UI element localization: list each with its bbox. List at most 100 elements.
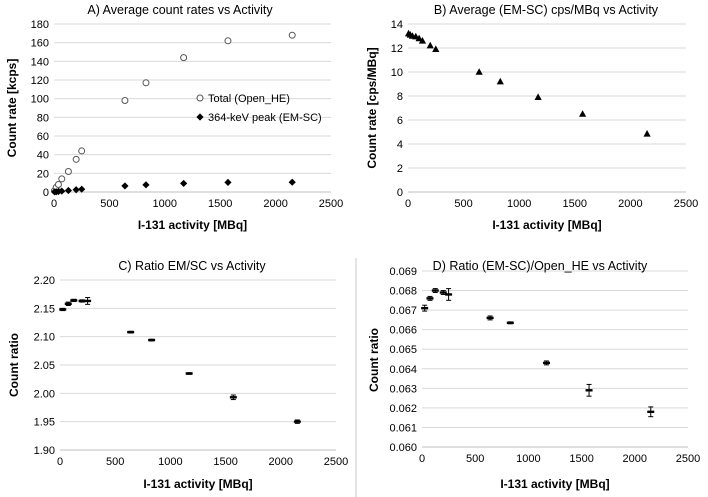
chart-d-ytick-label: 0.069: [389, 266, 417, 278]
chart-d-xlabel: I-131 activity [MBq]: [500, 477, 609, 491]
chart-b-xtick-label: 2000: [618, 198, 642, 210]
chart-panel-c: 1.90 1.95 2.00 2.05 2.10 2.15 2.20 0 500 1000 1500…: [7, 259, 348, 491]
chart-c-xtick-label: 1500: [213, 456, 237, 468]
chart-b-ytick-label: 6: [397, 115, 403, 127]
chart-a-series2-point: [78, 185, 86, 193]
chart-c-xtick-label: 2500: [324, 456, 348, 468]
chart-a-xtick-label: 500: [100, 198, 118, 210]
chart-b-xlabel: I-131 activity [MBq]: [492, 218, 601, 232]
chart-b-xtick-label: 1500: [563, 198, 587, 210]
chart-c-ytick-label: 2.10: [34, 332, 55, 344]
chart-a-series2-point: [58, 187, 66, 195]
chart-d-ytick-label: 0.061: [389, 422, 417, 434]
chart-a-series2-point: [288, 178, 296, 186]
chart-a-series1-point: [72, 155, 80, 163]
chart-a-series1-point: [288, 31, 296, 39]
chart-panel-a: 0 20 40 60 80 100 120 140 160 180 0 500 1000 1500 2000…: [5, 3, 343, 232]
chart-a-series2-point: [180, 179, 188, 188]
chart-d-xtick-label: 0: [419, 453, 425, 465]
chart-a-ylabel: Count rate [kcps]: [5, 59, 19, 158]
chart-b-ytick-label: 2: [397, 163, 403, 175]
chart-a-ytick-label: 100: [31, 94, 49, 106]
chart-a-series1-point: [121, 97, 129, 105]
chart-b-xtick-label: 1000: [507, 198, 531, 210]
chart-a-xtick-label: 1500: [208, 198, 232, 210]
chart-a-legend-marker: [196, 94, 204, 102]
chart-a-series1-point: [224, 37, 232, 45]
chart-a-ytick-label: 0: [43, 187, 49, 199]
chart-c-ytick-label: 2.00: [34, 388, 55, 400]
chart-a-ytick-label: 20: [37, 168, 49, 180]
chart-a-xtick-label: 0: [51, 198, 57, 210]
chart-b-xtick-label: 0: [405, 198, 411, 210]
chart-d-title: D) Ratio (EM-SC)/Open_HE vs Activity: [433, 259, 648, 273]
chart-b-series1-point: [578, 110, 587, 117]
chart-a-series2-point: [54, 187, 63, 196]
chart-b-ytick-label: 10: [391, 67, 403, 79]
chart-d-xtick-label: 2500: [676, 453, 700, 465]
chart-panel-b: 0 2 4 6 8 10 12 14 0 500 1000 1500 2000 2500 B) Averag…: [365, 3, 698, 232]
chart-b-series1-point: [418, 37, 427, 44]
chart-c-xtick-label: 2000: [269, 456, 293, 468]
chart-a-legend-marker: [196, 113, 204, 121]
chart-a-ytick-label: 120: [31, 75, 49, 87]
chart-d-ytick-label: 0.064: [389, 364, 417, 376]
chart-d-ytick-label: 0.062: [389, 403, 417, 415]
chart-a-series1-point: [58, 175, 66, 183]
chart-a-series2-point: [64, 186, 73, 195]
chart-b-ytick-label: 12: [391, 43, 403, 55]
chart-b-title: B) Average (EM-SC) cps/MBq vs Activity: [434, 3, 659, 17]
chart-b-ytick-label: 14: [391, 19, 403, 31]
chart-c-xtick-label: 1000: [158, 456, 182, 468]
chart-c-xtick-label: 500: [106, 456, 124, 468]
chart-a-xtick-label: 2500: [319, 198, 343, 210]
chart-c-ytick-label: 2.20: [34, 275, 55, 287]
chart-a-ytick-label: 140: [31, 56, 49, 68]
chart-a-legend: Total (Open_HE) 364-keV peak (EM-SC): [196, 93, 322, 124]
chart-a-xlabel: I-131 activity [MBq]: [138, 218, 247, 232]
chart-a-series2-point: [142, 181, 150, 189]
chart-a-series2-point: [72, 186, 80, 194]
chart-panel-d: 0.060 0.061 0.062 0.063 0.064 0.065 0.066 0.067…: [367, 259, 700, 491]
chart-b-xtick-label: 500: [454, 198, 472, 210]
chart-b-series1-point: [426, 41, 434, 49]
chart-d-ytick-label: 0.068: [389, 286, 417, 298]
chart-d-xtick-label: 2000: [623, 453, 647, 465]
chart-b-xtick-label: 2500: [674, 198, 698, 210]
chart-a-series1-point: [78, 147, 86, 155]
chart-a-series1-point: [180, 54, 188, 62]
chart-c-ytick-label: 1.95: [34, 417, 55, 429]
chart-c-xlabel: I-131 activity [MBq]: [143, 477, 252, 491]
chart-d-ytick-label: 0.060: [389, 442, 417, 454]
chart-d-xtick-label: 1500: [569, 453, 593, 465]
chart-c-ytick-label: 2.05: [34, 360, 55, 372]
chart-a-series2-point: [121, 182, 129, 190]
chart-a-ytick-label: 80: [37, 112, 49, 124]
chart-b-ytick-label: 4: [397, 139, 403, 151]
chart-a-ytick-label: 60: [37, 131, 49, 143]
chart-a-xtick-label: 2000: [263, 198, 287, 210]
chart-d-ylabel: Count ratio: [367, 328, 381, 392]
chart-a-xtick-label: 1000: [153, 198, 177, 210]
chart-c-ylabel: Count ratio: [7, 333, 21, 397]
chart-b-ytick-label: 0: [397, 187, 403, 199]
chart-c-ytick-label: 1.90: [34, 445, 55, 457]
chart-a-ytick-label: 40: [37, 150, 49, 162]
chart-c-ytick-label: 2.15: [34, 303, 55, 315]
chart-d-ytick-label: 0.063: [389, 383, 417, 395]
chart-b-series1-point: [643, 130, 651, 137]
chart-b-series1-point: [534, 93, 542, 100]
chart-c-title: C) Ratio EM/SC vs Activity: [118, 259, 266, 273]
chart-c-xtick-label: 0: [57, 456, 63, 468]
chart-a-ytick-label: 180: [31, 19, 49, 31]
chart-a-legend-label: Total (Open_HE): [208, 93, 290, 105]
chart-d-ytick-label: 0.067: [389, 305, 417, 317]
chart-b-ytick-label: 8: [397, 91, 403, 103]
chart-b-ylabel: Count rate [cps/MBq]: [365, 47, 379, 168]
chart-a-series2-point: [224, 178, 232, 186]
chart-b-series1-point: [432, 45, 440, 52]
chart-b-series1-point: [496, 77, 504, 85]
chart-d-xtick-label: 1000: [516, 453, 540, 465]
chart-b-series1-point: [415, 34, 423, 42]
